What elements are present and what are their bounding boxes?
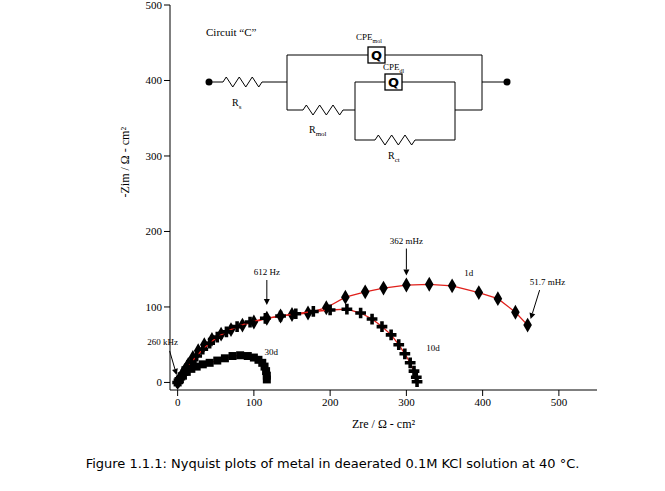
svg-text:0: 0 — [175, 396, 181, 408]
svg-text:Rs: Rs — [232, 97, 242, 111]
svg-text:-Zim / Ω - cm²: -Zim / Ω - cm² — [118, 127, 132, 198]
svg-text:200: 200 — [322, 396, 339, 408]
svg-text:612 Hz: 612 Hz — [254, 267, 280, 277]
svg-text:Rct: Rct — [388, 150, 400, 164]
svg-text:30d: 30d — [265, 347, 279, 357]
svg-text:300: 300 — [146, 150, 163, 162]
svg-text:CPEmol: CPEmol — [356, 32, 382, 44]
svg-text:500: 500 — [146, 0, 163, 11]
svg-text:400: 400 — [146, 74, 163, 86]
svg-text:Q: Q — [371, 48, 382, 63]
svg-text:300: 300 — [398, 396, 415, 408]
svg-text:400: 400 — [474, 396, 491, 408]
svg-text:100: 100 — [246, 396, 263, 408]
svg-text:260 kHz: 260 kHz — [147, 337, 178, 347]
svg-text:200: 200 — [146, 225, 163, 237]
svg-text:500: 500 — [551, 396, 568, 408]
html-text:Figure 1.1.1: Nyquist plots of: Figure 1.1.1: Nyquist plots of metal in … — [85, 456, 580, 471]
svg-text:100: 100 — [146, 301, 163, 313]
svg-text:Circuit “C”: Circuit “C” — [206, 26, 257, 38]
svg-text:Q: Q — [388, 75, 399, 90]
svg-text:0: 0 — [157, 376, 163, 388]
svg-text:362 mHz: 362 mHz — [390, 236, 423, 246]
svg-text:10d: 10d — [426, 343, 440, 353]
svg-text:51.7 mHz: 51.7 mHz — [530, 277, 566, 287]
svg-text:Rmol: Rmol — [309, 124, 327, 138]
svg-text:CPEdl: CPEdl — [383, 62, 405, 74]
svg-text:1d: 1d — [464, 268, 474, 278]
svg-text:Zre / Ω - cm²: Zre / Ω - cm² — [352, 417, 416, 431]
